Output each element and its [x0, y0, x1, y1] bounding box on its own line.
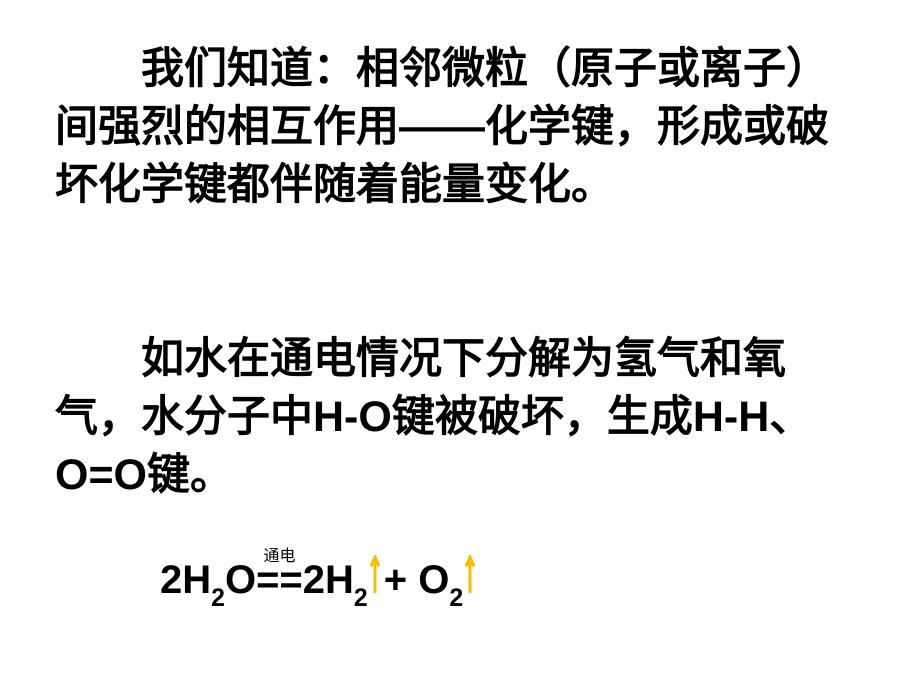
gas-arrow-icon — [368, 555, 384, 593]
eq-rhs2-sub: 2 — [449, 585, 463, 612]
eq-lhs-coef: 2H — [160, 558, 211, 603]
gas-arrow-icon — [463, 555, 479, 593]
eq-lhs-tail: O — [225, 558, 256, 603]
eq-condition: 通电 — [264, 542, 296, 566]
paragraph-2: 如水在通电情况下分解为氢气和氧气，水分子中H-O键被破坏，生成H-H、O=O键。 — [55, 330, 855, 504]
eq-plus: + O — [384, 558, 450, 603]
eq-rhs1-sub: 2 — [354, 585, 368, 612]
slide: 我们知道：相邻微粒（原子或离子）间强烈的相互作用——化学键，形成或破坏化学键都伴… — [0, 0, 920, 690]
eq-rhs1-coef: 2H — [303, 558, 354, 603]
paragraph-1: 我们知道：相邻微粒（原子或离子）间强烈的相互作用——化学键，形成或破坏化学键都伴… — [55, 40, 855, 214]
chemical-equation: 2H2O==2H2+ O2 通电 — [160, 555, 479, 609]
eq-lhs-sub: 2 — [211, 585, 225, 612]
